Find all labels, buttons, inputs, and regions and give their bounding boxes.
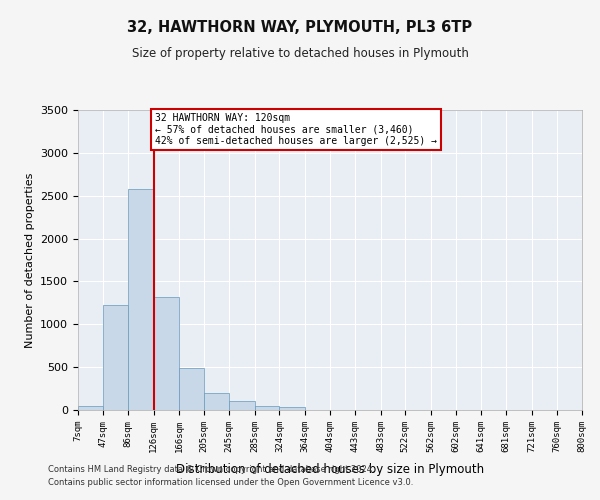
Y-axis label: Number of detached properties: Number of detached properties <box>25 172 35 348</box>
Bar <box>204 394 229 410</box>
X-axis label: Distribution of detached houses by size in Plymouth: Distribution of detached houses by size … <box>176 463 484 476</box>
Bar <box>280 408 305 410</box>
Bar <box>103 306 128 410</box>
Bar <box>179 368 204 410</box>
Bar <box>154 297 179 410</box>
Text: 32, HAWTHORN WAY, PLYMOUTH, PL3 6TP: 32, HAWTHORN WAY, PLYMOUTH, PL3 6TP <box>127 20 473 35</box>
Bar <box>78 406 103 410</box>
Text: 32 HAWTHORN WAY: 120sqm
← 57% of detached houses are smaller (3,460)
42% of semi: 32 HAWTHORN WAY: 120sqm ← 57% of detache… <box>155 112 437 146</box>
Text: Size of property relative to detached houses in Plymouth: Size of property relative to detached ho… <box>131 48 469 60</box>
Text: Contains HM Land Registry data © Crown copyright and database right 2024.: Contains HM Land Registry data © Crown c… <box>48 466 374 474</box>
Bar <box>254 406 280 410</box>
Bar <box>128 189 154 410</box>
Text: Contains public sector information licensed under the Open Government Licence v3: Contains public sector information licen… <box>48 478 413 487</box>
Bar <box>229 402 254 410</box>
